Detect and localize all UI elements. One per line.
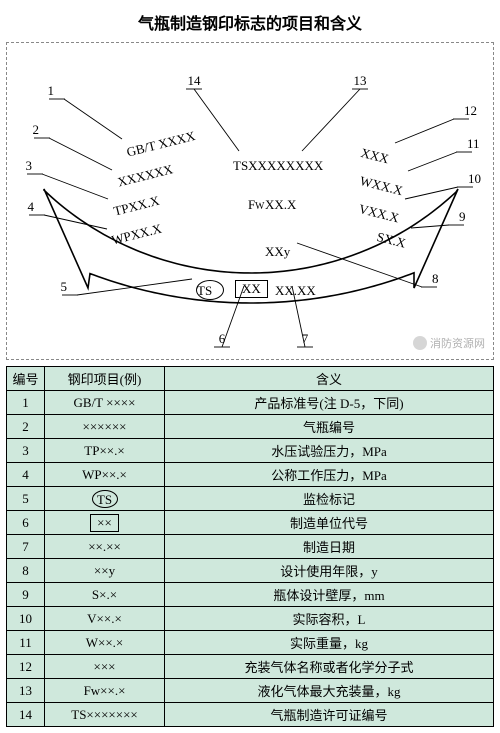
table-row: 6 ×× 制造单位代号 (7, 511, 494, 535)
ts-oval-icon: TS (92, 490, 118, 508)
page-title: 气瓶制造钢印标志的项目和含义 (6, 6, 494, 42)
table-row: 7××.××制造日期 (7, 535, 494, 559)
cell-meaning: 水压试验压力，MPa (165, 439, 494, 463)
cell-item: TS××××××× (45, 703, 165, 727)
table-row: 11W××.×实际重量，kg (7, 631, 494, 655)
svg-text:5: 5 (61, 279, 68, 294)
cell-item: ×× (45, 511, 165, 535)
meaning-table: 编号 钢印项目(例) 含义 1GB/T ××××产品标准号(注 D-5，下同)2… (6, 366, 494, 727)
cell-number: 9 (7, 583, 45, 607)
diagram-label: TSXXXXXXXX (233, 158, 323, 174)
diagram-label: XX.XX (275, 283, 316, 299)
cell-number: 14 (7, 703, 45, 727)
svg-text:11: 11 (467, 136, 480, 151)
cell-item: TP××.× (45, 439, 165, 463)
cell-meaning: 充装气体名称或者化学分子式 (165, 655, 494, 679)
table-header-row: 编号 钢印项目(例) 含义 (7, 367, 494, 391)
cell-number: 12 (7, 655, 45, 679)
cell-number: 11 (7, 631, 45, 655)
svg-text:6: 6 (219, 331, 226, 346)
svg-text:12: 12 (464, 103, 477, 118)
cell-meaning: 气瓶编号 (165, 415, 494, 439)
cell-number: 1 (7, 391, 45, 415)
cell-number: 13 (7, 679, 45, 703)
cell-meaning: 公称工作压力，MPa (165, 463, 494, 487)
boxed-code-icon: ×× (90, 514, 119, 532)
cell-number: 6 (7, 511, 45, 535)
col-item: 钢印项目(例) (45, 367, 165, 391)
cell-meaning: 制造日期 (165, 535, 494, 559)
svg-text:3: 3 (26, 158, 33, 173)
svg-text:4: 4 (28, 199, 35, 214)
cell-meaning: 监检标记 (165, 487, 494, 511)
diagram-label: TS (196, 280, 224, 300)
svg-text:9: 9 (459, 209, 466, 224)
cell-item: S×.× (45, 583, 165, 607)
svg-text:7: 7 (302, 331, 309, 346)
cell-item: ××y (45, 559, 165, 583)
table-row: 10V××.×实际容积，L (7, 607, 494, 631)
table-row: 14TS×××××××气瓶制造许可证编号 (7, 703, 494, 727)
stamp-diagram: 1234512111098141367 消防资源网 GB/T XXXXXXXXX… (6, 42, 494, 360)
svg-text:1: 1 (48, 83, 55, 98)
cell-meaning: 设计使用年限，y (165, 559, 494, 583)
table-row: 13Fw××.×液化气体最大充装量，kg (7, 679, 494, 703)
col-meaning: 含义 (165, 367, 494, 391)
diagram-label: XXy (265, 244, 290, 260)
svg-text:13: 13 (354, 73, 367, 88)
diagram-label: XX.X (265, 197, 296, 213)
cell-number: 8 (7, 559, 45, 583)
watermark: 消防资源网 (413, 335, 485, 351)
table-row: 8××y设计使用年限，y (7, 559, 494, 583)
table-row: 5 TS 监检标记 (7, 487, 494, 511)
cell-number: 2 (7, 415, 45, 439)
cell-meaning: 产品标准号(注 D-5，下同) (165, 391, 494, 415)
table-row: 1GB/T ××××产品标准号(注 D-5，下同) (7, 391, 494, 415)
cell-item: W××.× (45, 631, 165, 655)
cell-number: 3 (7, 439, 45, 463)
diagram-label: XX (235, 280, 268, 298)
cell-meaning: 实际重量，kg (165, 631, 494, 655)
cell-meaning: 液化气体最大充装量，kg (165, 679, 494, 703)
table-row: 4WP××.×公称工作压力，MPa (7, 463, 494, 487)
cell-meaning: 瓶体设计壁厚，mm (165, 583, 494, 607)
col-number: 编号 (7, 367, 45, 391)
svg-text:14: 14 (188, 73, 202, 88)
cell-number: 4 (7, 463, 45, 487)
cell-item: ××.×× (45, 535, 165, 559)
cell-number: 7 (7, 535, 45, 559)
cell-meaning: 实际容积，L (165, 607, 494, 631)
table-row: 3TP××.×水压试验压力，MPa (7, 439, 494, 463)
wechat-icon (413, 336, 427, 350)
cell-item: V××.× (45, 607, 165, 631)
svg-text:10: 10 (468, 171, 481, 186)
svg-text:2: 2 (33, 122, 40, 137)
cell-item: ××× (45, 655, 165, 679)
cell-item: Fw××.× (45, 679, 165, 703)
table-row: 12×××充装气体名称或者化学分子式 (7, 655, 494, 679)
table-row: 2××××××气瓶编号 (7, 415, 494, 439)
cell-item: TS (45, 487, 165, 511)
cell-item: WP××.× (45, 463, 165, 487)
cell-meaning: 制造单位代号 (165, 511, 494, 535)
cell-number: 10 (7, 607, 45, 631)
diagram-label: W (255, 201, 264, 212)
watermark-text: 消防资源网 (430, 335, 485, 351)
svg-text:8: 8 (432, 271, 439, 286)
cell-meaning: 气瓶制造许可证编号 (165, 703, 494, 727)
cell-number: 5 (7, 487, 45, 511)
cell-item: GB/T ×××× (45, 391, 165, 415)
table-row: 9S×.×瓶体设计壁厚，mm (7, 583, 494, 607)
cell-item: ×××××× (45, 415, 165, 439)
